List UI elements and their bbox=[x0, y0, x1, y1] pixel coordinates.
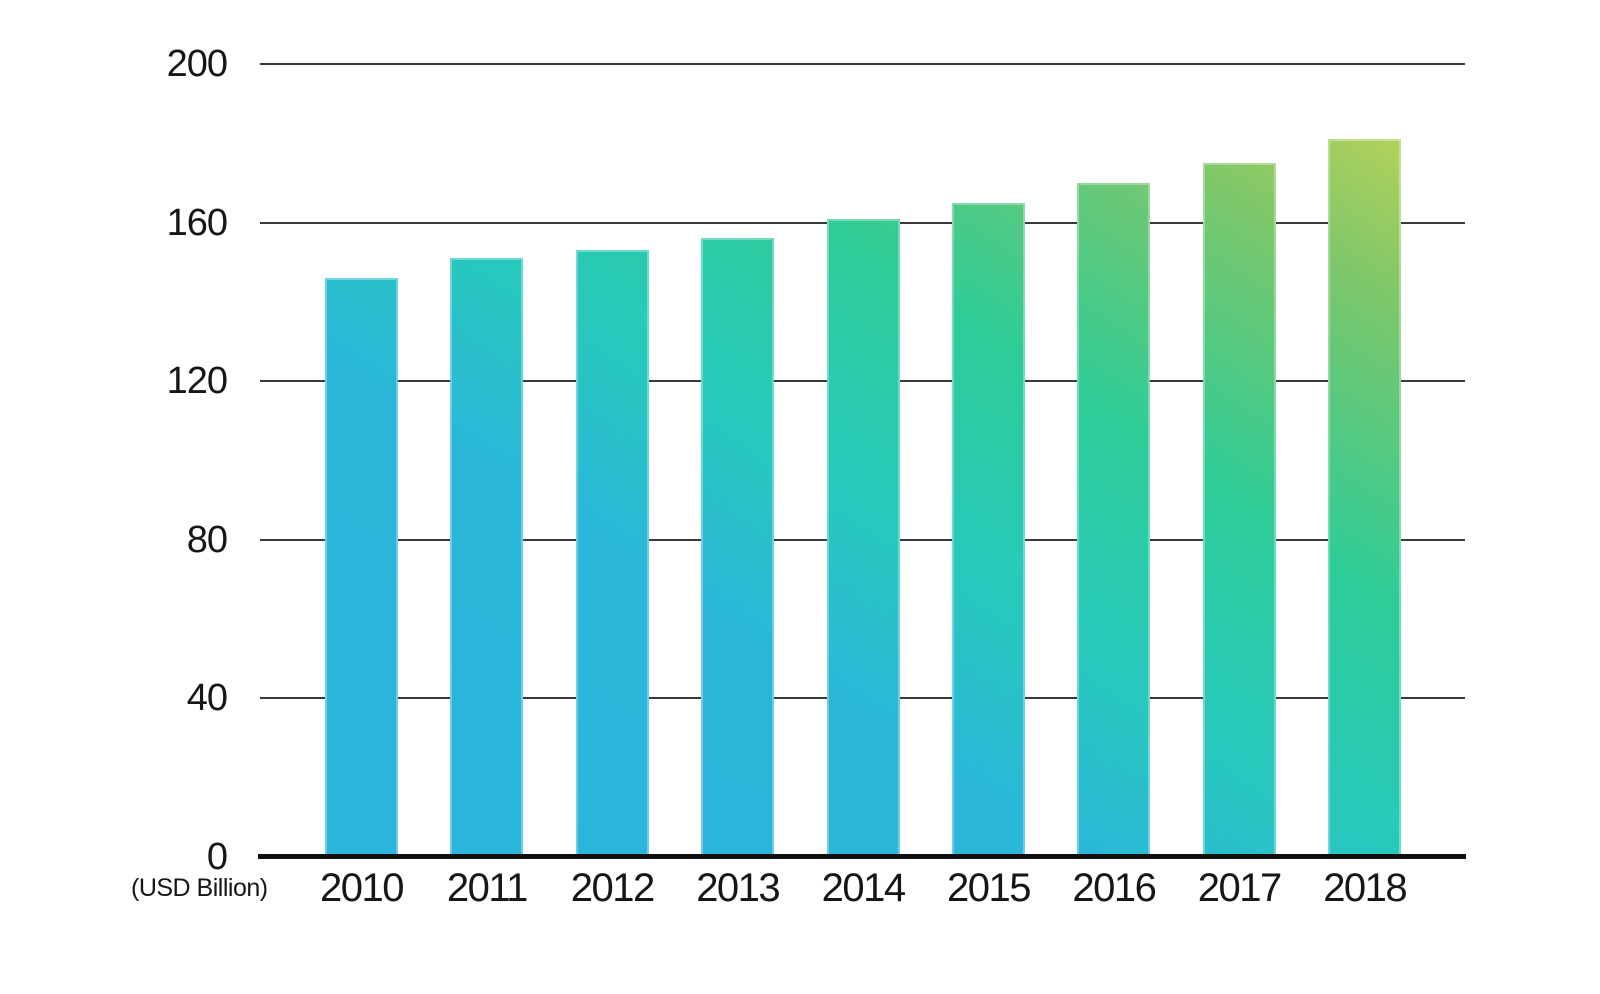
bar-2012 bbox=[575, 250, 649, 857]
bar-2014 bbox=[826, 218, 900, 857]
bar-2011 bbox=[450, 258, 524, 857]
y-axis-unit-label: (USD Billion) bbox=[131, 874, 268, 902]
x-axis-tick-label-2010: 2010 bbox=[320, 866, 404, 910]
x-axis-tick-label-2011: 2011 bbox=[446, 866, 529, 910]
y-axis-tick-label-80: 80 bbox=[186, 518, 228, 561]
x-axis-tick-label-2014: 2014 bbox=[821, 866, 906, 910]
x-axis-line bbox=[258, 854, 1466, 859]
bar-2018 bbox=[1328, 139, 1402, 857]
x-axis-tick-label-2012: 2012 bbox=[570, 866, 655, 910]
bar-2013 bbox=[701, 238, 775, 857]
x-axis-tick-label-2017: 2017 bbox=[1197, 866, 1282, 910]
y-axis-tick-label-120: 120 bbox=[166, 360, 228, 403]
x-axis-tick-label-2018: 2018 bbox=[1323, 866, 1407, 910]
bar-2016 bbox=[1077, 182, 1151, 857]
bar-2010 bbox=[325, 278, 398, 857]
x-axis-tick-label-2016: 2016 bbox=[1072, 866, 1156, 910]
y-axis-tick-label-200: 200 bbox=[166, 43, 228, 85]
bar-2015 bbox=[952, 202, 1025, 857]
bar-2017 bbox=[1202, 163, 1276, 857]
x-axis-tick-label-2013: 2013 bbox=[696, 866, 780, 910]
x-axis-tick-label-2015: 2015 bbox=[947, 866, 1031, 910]
y-axis-tick-label-0: 0 bbox=[206, 836, 228, 878]
y-axis-tick-label-160: 160 bbox=[166, 201, 228, 244]
gridline-200 bbox=[260, 63, 1465, 65]
y-axis-tick-label-40: 40 bbox=[186, 677, 228, 720]
